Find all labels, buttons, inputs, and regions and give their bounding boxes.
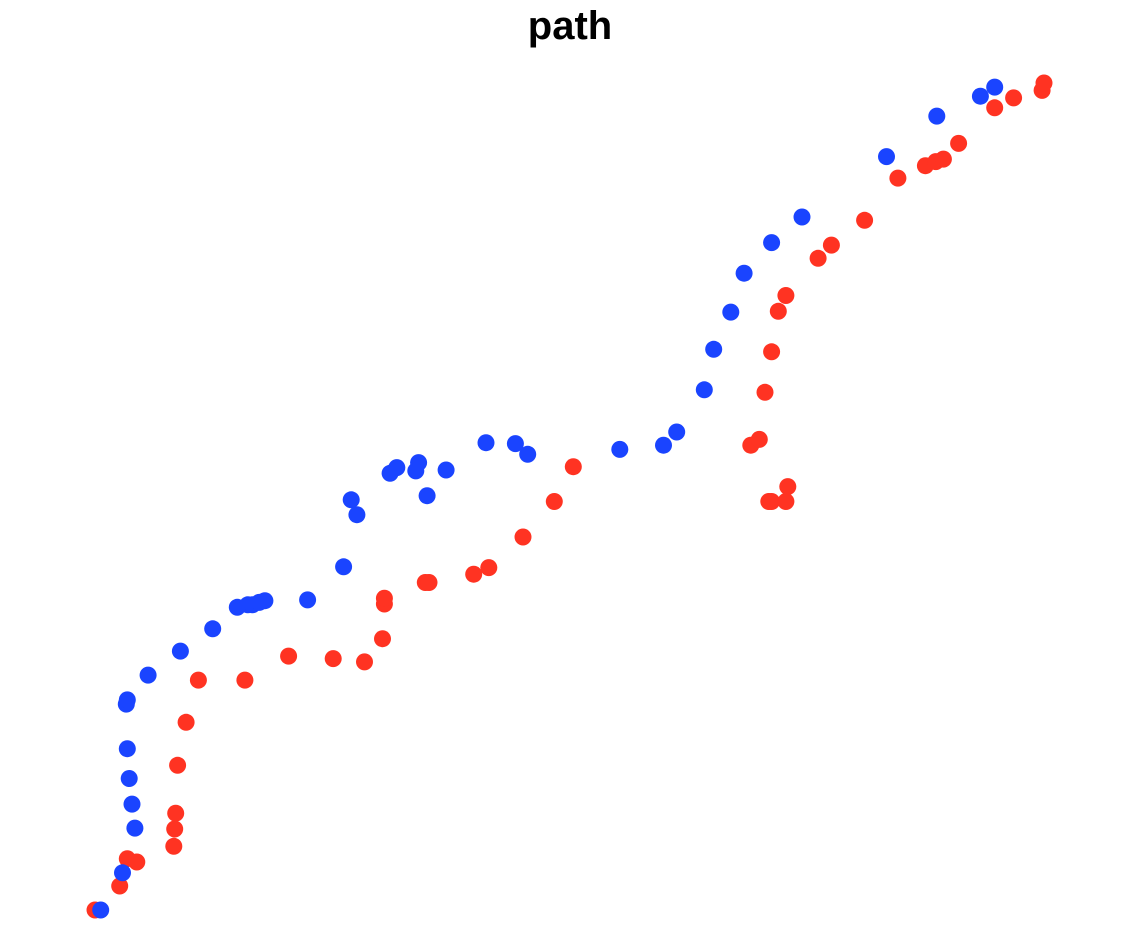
point-red-29 (750, 430, 768, 448)
point-red-31 (763, 343, 781, 361)
point-red-23 (564, 458, 582, 476)
point-blue-37 (793, 208, 811, 226)
point-red-10 (236, 671, 254, 689)
point-red-11 (280, 647, 298, 665)
point-red-40 (934, 150, 952, 168)
point-blue-36 (763, 234, 781, 252)
point-red-16 (375, 589, 393, 607)
point-blue-32 (695, 381, 713, 399)
point-red-41 (950, 134, 968, 152)
point-blue-26 (477, 434, 495, 452)
point-red-21 (514, 528, 532, 546)
point-blue-24 (418, 487, 436, 505)
point-blue-8 (139, 666, 157, 684)
point-red-42 (986, 99, 1004, 117)
point-blue-0 (92, 901, 110, 919)
point-red-3 (128, 853, 146, 871)
point-blue-35 (735, 264, 753, 282)
point-red-37 (889, 169, 907, 187)
point-blue-5 (118, 740, 136, 758)
point-red-36 (856, 211, 874, 229)
point-blue-18 (342, 491, 360, 509)
point-red-5 (166, 820, 184, 838)
point-blue-33 (705, 340, 723, 358)
point-red-32 (769, 302, 787, 320)
point-blue-39 (928, 107, 946, 125)
series-red (86, 74, 1053, 919)
point-red-33 (777, 287, 795, 304)
point-blue-17 (335, 558, 353, 576)
point-blue-23 (410, 454, 428, 472)
point-blue-2 (126, 819, 144, 837)
point-blue-40 (971, 87, 989, 105)
point-red-26 (777, 493, 795, 510)
point-blue-41 (986, 78, 1004, 96)
series-blue (92, 78, 1004, 919)
point-blue-30 (655, 436, 672, 454)
point-red-19 (465, 565, 483, 583)
point-blue-9 (171, 642, 189, 660)
point-red-12 (324, 650, 342, 668)
point-blue-34 (722, 303, 740, 321)
point-blue-28 (519, 445, 537, 463)
point-red-4 (165, 837, 183, 855)
point-blue-1 (114, 864, 131, 882)
point-blue-27 (506, 435, 524, 453)
point-red-30 (756, 383, 774, 401)
point-red-13 (356, 653, 373, 671)
point-blue-4 (120, 770, 138, 787)
point-blue-21 (388, 459, 406, 477)
point-red-43 (1005, 89, 1023, 107)
point-red-34 (809, 249, 827, 267)
point-blue-19 (348, 506, 366, 524)
point-blue-10 (204, 620, 222, 638)
point-red-6 (167, 804, 185, 822)
point-blue-3 (123, 795, 141, 813)
point-blue-29 (611, 440, 629, 458)
point-blue-15 (256, 592, 274, 610)
point-red-7 (169, 756, 187, 774)
point-red-9 (189, 671, 207, 689)
point-red-1 (111, 877, 129, 895)
point-red-25 (763, 493, 781, 510)
point-red-14 (374, 630, 391, 648)
point-red-18 (420, 574, 438, 591)
point-red-20 (480, 559, 498, 577)
point-blue-31 (668, 423, 686, 441)
point-blue-7 (118, 691, 136, 709)
point-red-45 (1035, 74, 1053, 92)
point-red-35 (822, 236, 840, 254)
chart-title: path (527, 4, 613, 48)
point-blue-38 (878, 148, 895, 166)
point-red-22 (545, 493, 563, 510)
point-red-27 (779, 478, 797, 496)
point-blue-25 (437, 461, 455, 479)
point-blue-16 (299, 591, 317, 609)
point-red-8 (177, 713, 195, 731)
